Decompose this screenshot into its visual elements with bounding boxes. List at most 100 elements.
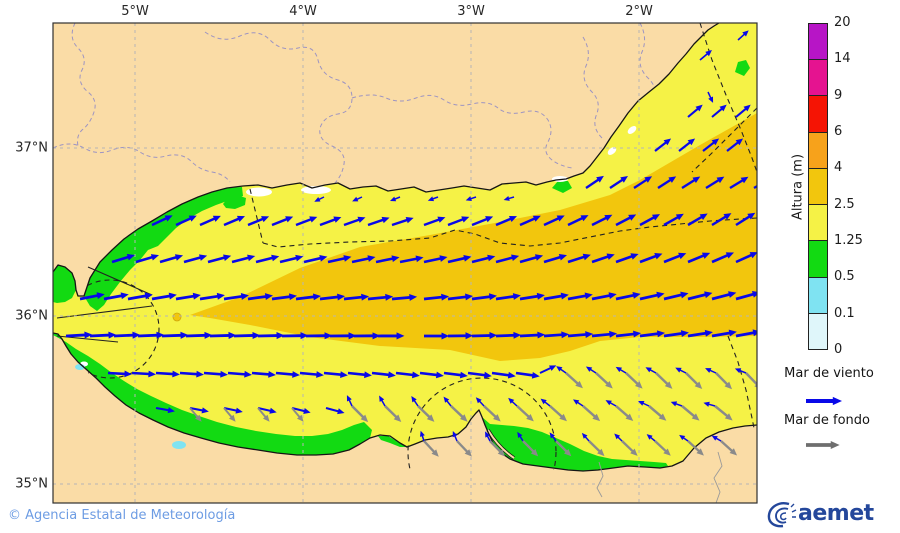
wind-arrow bbox=[567, 333, 587, 338]
wind-arrow bbox=[486, 435, 491, 442]
wind-arrow bbox=[674, 402, 683, 407]
wind-arrow bbox=[164, 215, 173, 222]
wind-arrow bbox=[707, 403, 716, 407]
wind-arrow bbox=[705, 49, 712, 57]
wind-arrow bbox=[589, 368, 597, 374]
wind-arrow bbox=[573, 399, 580, 405]
wind-arrow bbox=[465, 332, 474, 340]
wind-arrow bbox=[559, 368, 567, 374]
swell-arrow bbox=[696, 448, 704, 456]
wind-arrow bbox=[233, 334, 254, 338]
wind-arrow bbox=[609, 401, 617, 407]
swell-arrow bbox=[559, 413, 567, 422]
wind-arrow bbox=[687, 293, 707, 301]
wind-arrow bbox=[361, 293, 370, 301]
swell-arrow bbox=[694, 381, 703, 390]
wind-arrow bbox=[364, 371, 372, 379]
wind-arrow bbox=[380, 399, 386, 407]
wind-arrow bbox=[585, 366, 593, 372]
swell-arrow bbox=[664, 381, 673, 389]
wind-arrow bbox=[220, 370, 228, 378]
wind-arrow bbox=[356, 196, 363, 201]
wind-arrow bbox=[459, 371, 468, 379]
wind-arrow bbox=[556, 215, 565, 222]
wind-arrow bbox=[615, 293, 635, 301]
wind-arrow bbox=[478, 400, 485, 407]
wind-arrow bbox=[325, 406, 340, 413]
wind-arrow bbox=[513, 331, 522, 339]
wind-arrow bbox=[445, 399, 452, 407]
wind-arrow bbox=[567, 255, 586, 264]
legend-wind-arrow bbox=[832, 396, 842, 406]
wind-arrow bbox=[316, 371, 324, 378]
wind-arrow bbox=[151, 216, 168, 227]
swell-arrow bbox=[625, 413, 634, 421]
colorbar-title: Altura (m) bbox=[790, 153, 806, 221]
swell-arrow bbox=[393, 414, 402, 422]
wind-arrow bbox=[419, 430, 425, 437]
wind-arrow bbox=[752, 329, 757, 337]
colorbar-segment bbox=[809, 276, 827, 313]
wind-arrow bbox=[268, 371, 276, 378]
wind-arrow bbox=[508, 215, 518, 223]
swell-arrow bbox=[630, 448, 638, 456]
coastline bbox=[53, 23, 757, 472]
wind-arrow bbox=[212, 215, 221, 222]
wind-arrow bbox=[168, 292, 177, 300]
wind-arrow bbox=[735, 107, 747, 118]
wind-arrow bbox=[628, 214, 637, 221]
wind-arrow bbox=[735, 215, 751, 227]
wind-arrow bbox=[742, 30, 749, 37]
swell-arrow bbox=[189, 407, 199, 419]
wind-arrow bbox=[303, 408, 311, 414]
wind-arrow bbox=[351, 257, 370, 264]
wind-arrow bbox=[314, 196, 321, 202]
wind-arrow bbox=[261, 216, 270, 223]
colorbar-segment bbox=[809, 59, 827, 96]
wind-arrow bbox=[453, 435, 458, 442]
wind-arrow bbox=[155, 406, 170, 412]
graticule bbox=[53, 23, 757, 503]
wind-arrow bbox=[419, 371, 438, 377]
wind-arrow bbox=[639, 293, 659, 301]
lagoon-spit bbox=[486, 429, 516, 460]
wind-arrow bbox=[519, 294, 539, 301]
wind-arrow bbox=[749, 252, 757, 259]
swell-arrow bbox=[597, 448, 605, 457]
wind-arrow bbox=[615, 254, 633, 264]
wind-arrow bbox=[740, 176, 749, 184]
wind-arrow bbox=[705, 178, 720, 189]
wind-arrow bbox=[227, 371, 246, 376]
wind-arrow bbox=[652, 214, 661, 221]
wind-arrow bbox=[649, 368, 657, 374]
swell-arrow bbox=[291, 407, 301, 419]
wind-arrow bbox=[343, 218, 360, 227]
swell-arrow bbox=[493, 414, 501, 422]
wind-arrow bbox=[255, 256, 274, 264]
swell-arrow bbox=[464, 449, 472, 457]
wind-arrow bbox=[619, 368, 627, 374]
wind-arrow bbox=[560, 292, 569, 300]
wind-arrow bbox=[715, 437, 722, 442]
wind-arrow bbox=[367, 218, 384, 227]
swell-arrow bbox=[516, 405, 530, 419]
wind-arrow bbox=[275, 371, 294, 376]
wind-arrow bbox=[103, 294, 123, 301]
wind-arrow bbox=[299, 371, 318, 376]
swell-arrow bbox=[575, 380, 583, 389]
swell-arrow bbox=[459, 414, 468, 422]
legend-arrows bbox=[806, 396, 842, 449]
wind-arrow bbox=[188, 215, 197, 222]
wind-arrow bbox=[216, 292, 225, 300]
wind-arrow bbox=[615, 332, 635, 338]
wind-arrow bbox=[707, 91, 712, 99]
wind-arrow bbox=[519, 435, 524, 442]
legend-swell-arrow bbox=[830, 441, 840, 449]
wind-arrow bbox=[471, 334, 491, 338]
wind-arrow bbox=[156, 331, 165, 339]
wind-arrow bbox=[441, 332, 450, 340]
swell-arrow bbox=[431, 449, 439, 457]
wind-arrow bbox=[633, 178, 648, 189]
wind-arrow bbox=[431, 196, 439, 200]
